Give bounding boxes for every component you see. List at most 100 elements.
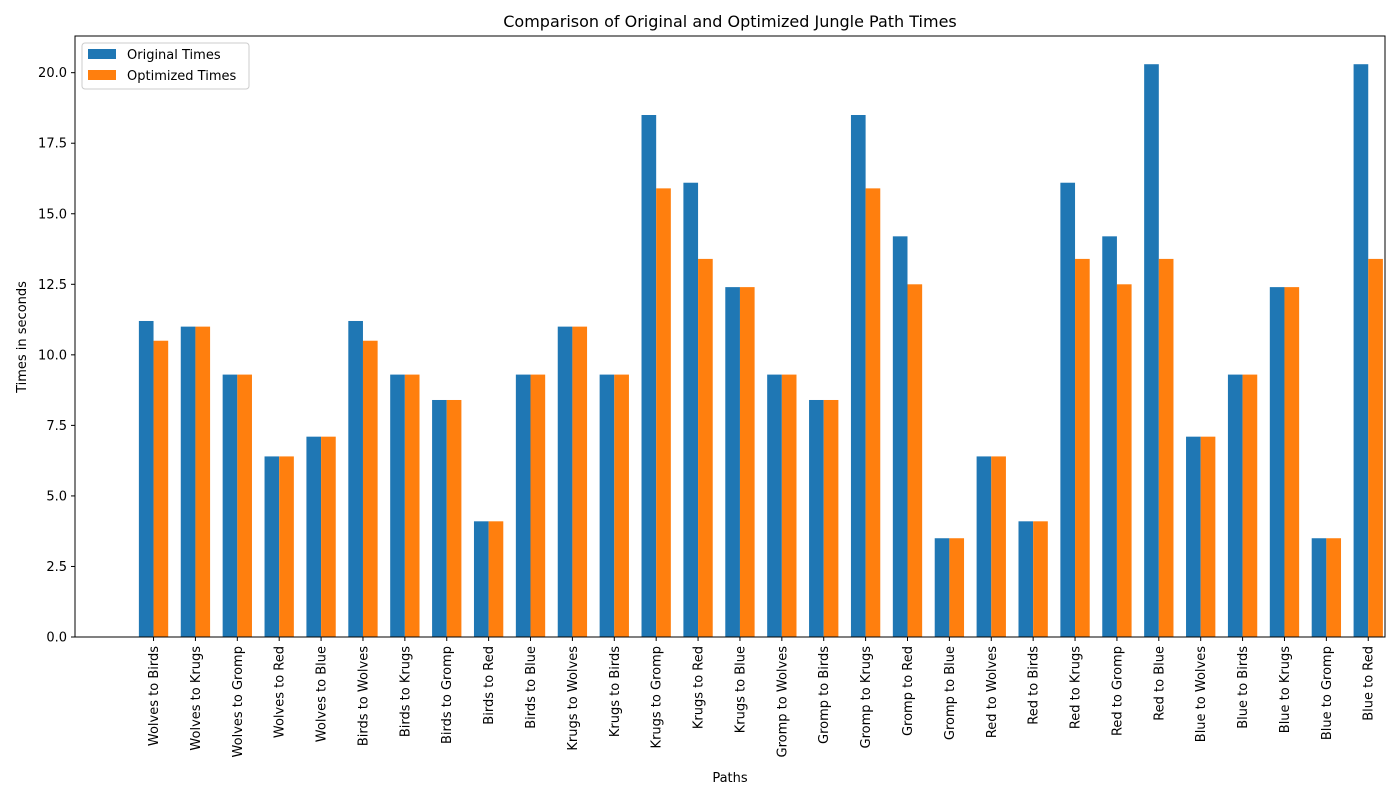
bar-optimized — [195, 326, 211, 637]
x-tick-label: Gromp to Red — [901, 646, 916, 736]
bar-optimized — [739, 287, 755, 637]
bar-original — [850, 115, 866, 637]
bar-original — [1186, 436, 1201, 637]
bar-optimized — [1200, 436, 1216, 637]
bar-optimized — [404, 374, 420, 637]
x-tick-label: Red to Gromp — [1110, 646, 1125, 736]
bar-optimized — [865, 188, 881, 637]
bar-optimized — [907, 284, 923, 637]
x-tick-label: Wolves to Red — [273, 646, 288, 738]
legend-box — [81, 42, 250, 90]
bar-original — [515, 374, 531, 637]
x-tick-label: Red to Blue — [1152, 646, 1167, 721]
bar-optimized — [446, 399, 462, 637]
bar-optimized — [572, 326, 588, 637]
bar-original — [1060, 182, 1076, 637]
bar-original — [180, 326, 196, 637]
x-tick-label: Wolves to Gromp — [231, 646, 246, 757]
bar-optimized — [781, 374, 797, 637]
x-tick-label: Blue to Gromp — [1320, 646, 1335, 740]
x-tick-label: Blue to Krugs — [1278, 646, 1293, 733]
bar-optimized — [362, 340, 378, 637]
y-tick-label: 5.0 — [46, 489, 67, 504]
x-tick-label: Wolves to Blue — [315, 646, 330, 742]
x-tick-label: Birds to Blue — [524, 646, 539, 729]
y-tick-label: 17.5 — [38, 137, 67, 152]
ticks-layer: 0.0 2.5 5.0 7.5 10.0 12.5 15.0 17.5 20.0 Wolves t… — [38, 66, 1377, 757]
bar-optimized — [823, 399, 839, 637]
bar-original — [809, 399, 824, 637]
y-tick-label: 15.0 — [38, 207, 67, 222]
bar-original — [599, 374, 615, 637]
x-tick-label: Gromp to Wolves — [775, 646, 790, 758]
y-tick-label: 2.5 — [46, 560, 67, 575]
x-tick-label: Blue to Red — [1362, 646, 1377, 721]
legend-label-original: Original Times — [127, 48, 221, 63]
x-tick-label: Birds to Red — [482, 646, 497, 725]
bar-optimized — [656, 188, 671, 637]
bar-optimized — [614, 374, 629, 637]
x-tick-label: Birds to Krugs — [398, 646, 413, 737]
y-tick-label: 12.5 — [38, 278, 67, 293]
bar-optimized — [949, 538, 965, 637]
bar-optimized — [1116, 284, 1132, 637]
x-tick-label: Blue to Birds — [1236, 646, 1251, 729]
axes-layer — [74, 35, 1386, 638]
bar-original — [1144, 64, 1159, 638]
bars-layer — [138, 64, 1383, 638]
x-tick-label: Red to Wolves — [985, 646, 1000, 738]
bar-original — [557, 326, 573, 637]
bar-original — [976, 456, 992, 637]
bar-optimized — [1284, 287, 1300, 637]
bar-original — [1269, 287, 1285, 637]
x-tick-label: Gromp to Birds — [817, 646, 832, 744]
y-tick-label: 7.5 — [46, 419, 67, 434]
bar-original — [641, 115, 657, 637]
x-tick-label: Birds to Gromp — [440, 646, 455, 744]
bar-original — [1018, 521, 1034, 637]
bar-optimized — [1242, 374, 1258, 637]
bar-original — [1227, 374, 1243, 637]
bar-optimized — [1075, 258, 1090, 637]
x-tick-label: Krugs to Red — [692, 646, 707, 729]
x-tick-label: Gromp to Krugs — [859, 646, 874, 749]
chart-title: Comparison of Original and Optimized Jun… — [503, 12, 957, 31]
bar-original — [683, 182, 699, 637]
x-tick-label: Krugs to Gromp — [650, 646, 665, 748]
bar-optimized — [321, 436, 336, 637]
bar-original — [1311, 538, 1327, 637]
bar-optimized — [991, 456, 1006, 637]
bar-original — [1102, 236, 1117, 638]
bar-original — [138, 320, 154, 637]
x-axis-title: Paths — [712, 771, 748, 786]
bar-optimized — [1158, 258, 1174, 637]
x-tick-label: Krugs to Wolves — [566, 646, 581, 751]
bar-original — [473, 521, 489, 637]
bar-original — [348, 320, 363, 637]
bar-original — [767, 374, 782, 637]
legend-swatch-optimized — [88, 70, 116, 80]
x-tick-label: Blue to Wolves — [1194, 646, 1209, 742]
y-tick-label: 0.0 — [46, 631, 67, 646]
bar-original — [892, 236, 908, 638]
x-tick-label: Red to Krugs — [1069, 646, 1084, 729]
bar-original — [264, 456, 280, 637]
x-tick-label: Wolves to Krugs — [189, 646, 204, 751]
bar-optimized — [698, 258, 713, 637]
y-axis-title: Times in seconds — [15, 281, 30, 394]
y-tick-label: 10.0 — [38, 348, 67, 363]
bar-optimized — [1033, 521, 1048, 637]
bar-optimized — [279, 456, 294, 637]
bar-original — [222, 374, 238, 637]
legend-label-optimized: Optimized Times — [127, 69, 236, 84]
bar-optimized — [1368, 258, 1383, 637]
bar-original — [725, 287, 740, 637]
bar-original — [432, 399, 447, 637]
plot-frame — [74, 35, 1386, 638]
y-tick-label: 20.0 — [38, 66, 67, 81]
bar-optimized — [488, 521, 504, 637]
legend-swatch-original — [88, 49, 116, 59]
x-tick-label: Wolves to Birds — [147, 646, 162, 746]
bar-original — [390, 374, 405, 637]
bar-original — [1353, 64, 1369, 638]
